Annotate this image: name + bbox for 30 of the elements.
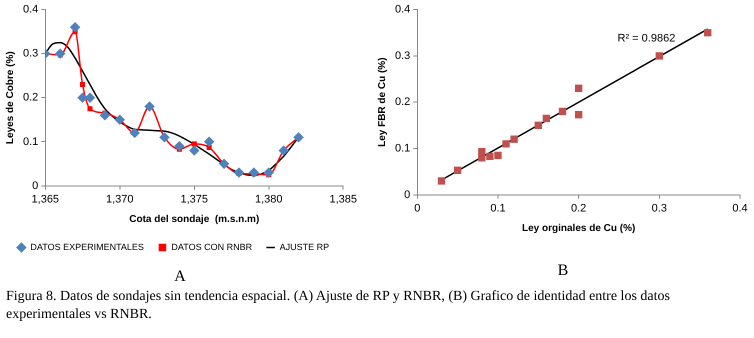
y-tick-label: 0 <box>32 180 38 192</box>
y-tick-label: 0.2 <box>394 96 410 108</box>
x-tick-label: 1,385 <box>329 193 357 206</box>
y-tick-label: 0.4 <box>394 4 410 16</box>
y-tick-label: 0.2 <box>22 92 38 104</box>
text: B <box>556 262 570 280</box>
y-tick-label: 0.1 <box>22 136 38 148</box>
text: Figura 8. Datos de sondajes sin tendencia espacial. (A) Ajuste de RP y RNBR, (B) Grafico de identidad entre los datos experimentales vs RNBR. <box>6 288 671 324</box>
text: A <box>173 268 187 286</box>
y-axis-title: Leyes de Cobre (%) <box>4 51 16 144</box>
y-tick-label: 0.3 <box>22 48 38 60</box>
x-tick-label: 1,380 <box>254 193 283 206</box>
annotation: R² = 0.9862 <box>618 32 676 44</box>
x-tick-label: 1,370 <box>106 193 134 206</box>
x-axis-title: Cota del sondaje (m.s.n.m) <box>129 214 260 225</box>
x-tick-label: 0.3 <box>652 202 667 214</box>
x-tick-label: 0 <box>414 202 420 214</box>
x-tick-label: 0.1 <box>490 202 506 214</box>
legend-label: DATOS CON RNBR <box>171 242 253 252</box>
legend-label: AJUSTE RP <box>280 242 330 252</box>
x-tick-label: 0.2 <box>570 202 586 214</box>
y-tick-label: 0.3 <box>394 50 410 62</box>
x-axis-title: Ley orginales de Cu (%) <box>522 222 636 234</box>
y-axis-title: Ley FBR de Cu (%) <box>376 57 388 147</box>
y-tick-label: 0.4 <box>22 4 38 16</box>
x-tick-label: 0.4 <box>732 202 748 214</box>
legend-label: DATOS EXPERIMENTALES <box>30 242 144 252</box>
x-tick-label: 1,365 <box>32 193 60 206</box>
y-tick-label: 0.1 <box>394 142 410 155</box>
x-tick-label: 1,375 <box>180 193 208 206</box>
